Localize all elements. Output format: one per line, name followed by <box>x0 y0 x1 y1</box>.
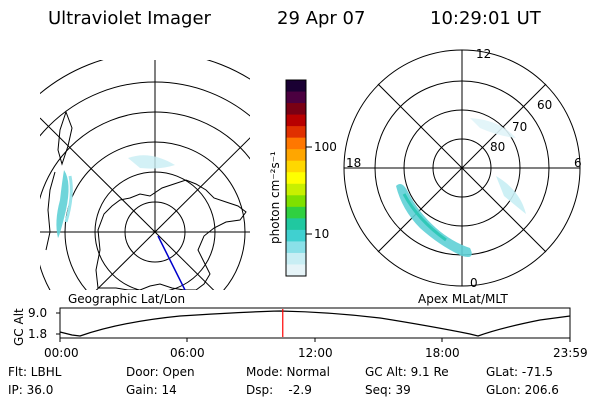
apex-polar-plot <box>343 49 581 287</box>
mlt-label-6: 6 <box>574 156 582 170</box>
seq-info: Seq: 39 <box>365 383 411 397</box>
aurora-emission-left <box>56 155 175 238</box>
mlt-label-0: 0 <box>470 276 478 290</box>
colorbar-band <box>286 160 306 173</box>
timeline-xtick-0000: 00:00 <box>44 346 79 360</box>
aurora-emission-right <box>396 118 526 257</box>
date-label: 29 Apr 07 <box>277 8 366 29</box>
orbit-track <box>157 235 186 290</box>
mlat-label-80: 80 <box>490 140 506 154</box>
apex-map-label: Apex MLat/MLT <box>418 292 508 306</box>
time-label: 10:29:01 UT <box>430 8 541 29</box>
colorbar-band <box>286 172 306 185</box>
colorbar-unit-label: photon cm⁻²s⁻¹ <box>268 151 282 244</box>
colorbar-band <box>286 195 306 208</box>
colorbar-band <box>286 183 306 196</box>
dsp-info: Dsp: -2.9 <box>246 383 312 397</box>
timeline-ylabel: GC Alt <box>12 308 26 346</box>
timeline-xtick-0600: 06:00 <box>170 346 205 360</box>
altitude-curve <box>59 310 571 337</box>
colorbar-band <box>286 252 306 265</box>
colorbar-band <box>286 206 306 219</box>
colorbar-band <box>286 91 306 104</box>
geographic-map-label: Geographic Lat/Lon <box>68 292 186 306</box>
colorbar-band <box>286 103 306 116</box>
glat-info: GLat: -71.5 <box>486 365 553 379</box>
filter-info: Flt: LBHL <box>8 365 62 379</box>
colorbar-band <box>286 126 306 139</box>
colorbar-tick-10: 10 <box>314 227 330 241</box>
colorbar-band <box>286 229 306 242</box>
timeline-xtick-1200: 12:00 <box>298 346 333 360</box>
timeline-ytick-high: 9.0 <box>28 306 48 320</box>
gc-alt-info: GC Alt: 9.1 Re <box>365 365 449 379</box>
mlt-label-18: 18 <box>346 156 362 170</box>
altitude-timeline <box>56 307 571 342</box>
mode-info: Mode: Normal <box>246 365 330 379</box>
gain-info: Gain: 14 <box>126 383 177 397</box>
timeline-ytick-low: 1.8 <box>28 327 48 341</box>
colorbar-band <box>286 80 306 93</box>
colorbar-band <box>286 149 306 162</box>
colorbar-band <box>286 264 306 277</box>
mlat-label-70: 70 <box>512 120 528 134</box>
timeline-xtick-2359: 23:59 <box>553 346 588 360</box>
colorbar-band <box>286 218 306 231</box>
door-info: Door: Open <box>126 365 195 379</box>
geographic-map <box>40 60 250 290</box>
instrument-title: Ultraviolet Imager <box>48 8 211 29</box>
ip-info: IP: 36.0 <box>8 383 54 397</box>
timeline-xtick-1800: 18:00 <box>425 346 460 360</box>
mlat-label-60: 60 <box>537 98 553 112</box>
colorbar-band <box>286 241 306 254</box>
colorbar-tick-100: 100 <box>314 140 337 154</box>
colorbar <box>285 79 312 277</box>
glon-info: GLon: 206.6 <box>486 383 559 397</box>
coastline <box>95 179 247 290</box>
mlt-label-12: 12 <box>476 47 492 61</box>
colorbar-band <box>286 114 306 127</box>
colorbar-band <box>286 137 306 150</box>
